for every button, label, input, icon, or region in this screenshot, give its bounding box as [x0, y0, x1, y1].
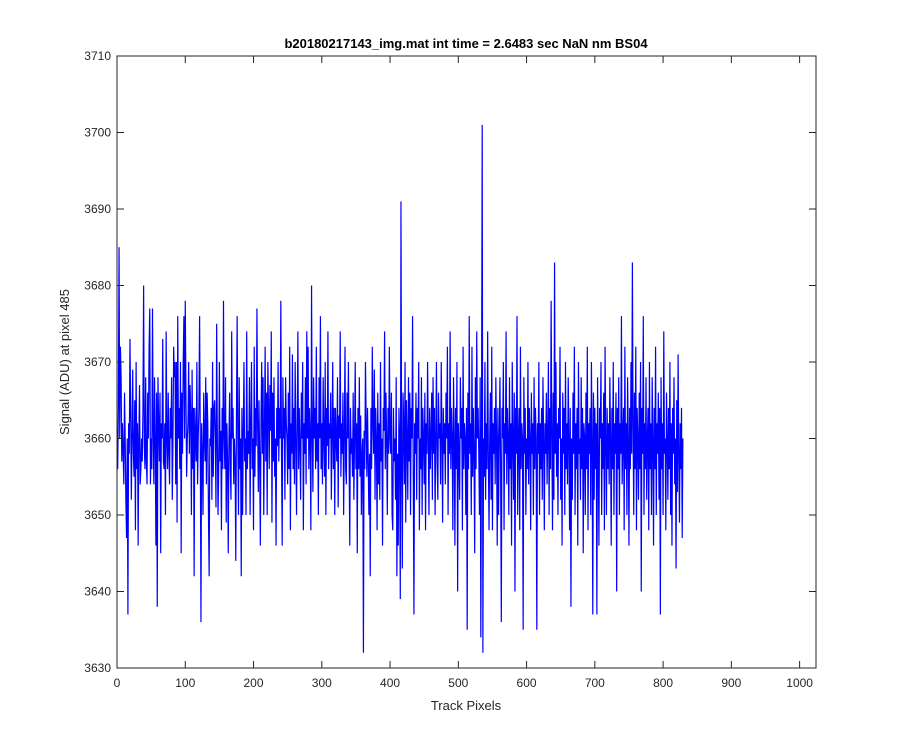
y-tick-label: 3710 [84, 49, 111, 63]
x-axis: 0 100 200 300 400 500 600 700 800 900 1000 [114, 56, 813, 690]
x-tick-label: 1000 [786, 676, 813, 690]
y-tick-label: 3690 [84, 202, 111, 216]
x-tick-label: 400 [380, 676, 400, 690]
x-tick-label: 300 [312, 676, 332, 690]
y-axis: 3630 3640 3650 3660 3670 3680 3690 3700 3710 [84, 49, 816, 675]
y-tick-label: 3630 [84, 661, 111, 675]
y-axis-label: Signal (ADU) at pixel 485 [57, 289, 72, 435]
x-tick-label: 700 [585, 676, 605, 690]
x-tick-label: 100 [175, 676, 195, 690]
chart-title: b20180217143_img.mat int time = 2.6483 s… [284, 36, 648, 51]
y-tick-label: 3640 [84, 585, 111, 599]
y-tick-label: 3650 [84, 508, 111, 522]
x-tick-label: 500 [448, 676, 468, 690]
y-tick-label: 3660 [84, 432, 111, 446]
x-tick-label: 200 [244, 676, 264, 690]
series-layer [117, 124, 684, 653]
x-tick-label: 900 [721, 676, 741, 690]
y-tick-label: 3700 [84, 126, 111, 140]
y-tick-label: 3670 [84, 355, 111, 369]
y-tick-label: 3680 [84, 279, 111, 293]
x-tick-label: 800 [653, 676, 673, 690]
x-tick-label: 0 [114, 676, 121, 690]
x-tick-label: 600 [517, 676, 537, 690]
x-axis-label: Track Pixels [431, 698, 502, 713]
series-line-1 [117, 124, 684, 653]
